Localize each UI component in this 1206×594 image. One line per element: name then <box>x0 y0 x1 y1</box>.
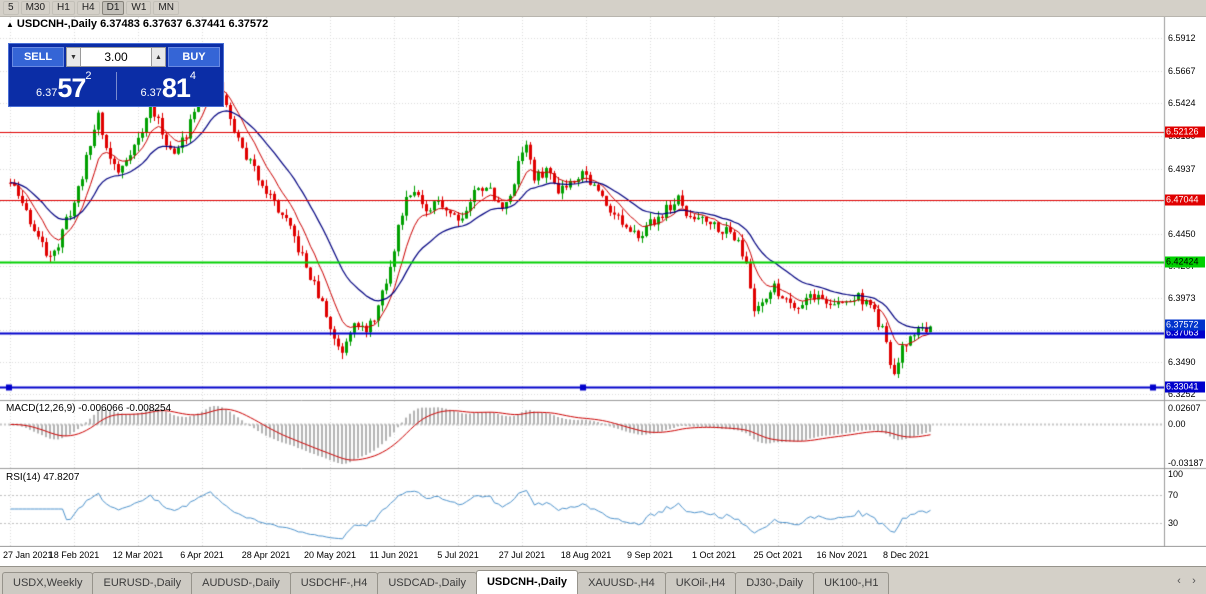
buy-price[interactable]: 6.37 81 4 <box>117 69 221 103</box>
tab-scroll-right[interactable]: › <box>1192 574 1196 587</box>
chart-title: ▲ USDCNH-,Daily 6.37483 6.37637 6.37441 6… <box>6 18 268 30</box>
chart-ohlc: 6.37483 6.37637 6.37441 6.37572 <box>100 18 269 30</box>
sell-price-small: 6.37 <box>35 87 58 99</box>
date-tick: 11 Jun 2021 <box>369 550 419 560</box>
chart-tab-usdchf-h4[interactable]: USDCHF-,H4 <box>289 572 379 594</box>
sell-price-big: 57 <box>57 73 86 103</box>
chart-tab-uk100-h1[interactable]: UK100-,H1 <box>813 572 890 594</box>
date-tick: 28 Apr 2021 <box>241 550 291 560</box>
date-tick: 25 Oct 2021 <box>753 550 803 560</box>
timeframe-button-h4[interactable]: H4 <box>76 1 100 15</box>
chart-tab-ukoil-h4[interactable]: UKOil-,H4 <box>664 572 737 594</box>
chart-tab-usdcad-daily[interactable]: USDCAD-,Daily <box>377 572 477 594</box>
chart-tab-audusd-daily[interactable]: AUDUSD-,Daily <box>191 572 291 594</box>
macd-name: MACD(12,26,9) <box>6 403 76 414</box>
price-tick: 6.5667 <box>1168 65 1196 76</box>
chart-tab-eurusd-daily[interactable]: EURUSD-,Daily <box>92 572 193 594</box>
chart-tab-usdcnh-daily[interactable]: USDCNH-,Daily <box>475 570 579 594</box>
sell-price-sup: 2 <box>85 70 92 82</box>
buy-price-big: 81 <box>161 73 191 103</box>
price-tick: 6.3252 <box>1168 389 1196 400</box>
current-price-label: 6.37572 <box>1165 319 1205 331</box>
buy-price-sup: 4 <box>189 70 197 82</box>
macd-values: -0.006066 -0.008254 <box>78 403 172 414</box>
timeframe-button-h1[interactable]: H1 <box>52 1 75 15</box>
tab-scroll-left[interactable]: ‹ <box>1177 574 1181 587</box>
volume-increase-button[interactable]: ▲ <box>151 47 166 67</box>
level-price-label: 6.33041 <box>1165 381 1205 393</box>
date-tick: 27 Jul 2021 <box>498 550 546 560</box>
chart-tab-dj30-daily[interactable]: DJ30-,Daily <box>735 572 815 594</box>
timeframe-button-m30[interactable]: M30 <box>20 1 51 15</box>
chart-symbol: USDCNH-,Daily <box>16 18 97 30</box>
time-axis: 27 Jan 2021 18 Feb 2021 12 Mar 2021 6 Apr 2… <box>0 547 1164 566</box>
level-price-label: 6.37063 <box>1165 327 1205 339</box>
chart-window: ▲ USDCNH-,Daily 6.37483 6.37637 6.37441 6… <box>0 17 1206 566</box>
price-tick: 6.5424 <box>1168 98 1196 109</box>
date-tick: 12 Mar 2021 <box>112 550 164 560</box>
buy-price-small: 6.37 <box>140 87 162 99</box>
date-tick: 18 Feb 2021 <box>48 550 100 560</box>
date-tick: 18 Aug 2021 <box>560 550 612 560</box>
volume-input[interactable]: 3.00 <box>81 47 151 67</box>
rsi-value: 47.8207 <box>43 472 80 483</box>
rsi-indicator-label: RSI(14) 47.8207 <box>6 472 79 483</box>
date-tick: 5 Jul 2021 <box>437 550 479 560</box>
date-tick: 1 Oct 2021 <box>691 550 737 560</box>
date-tick: 27 Jan 2021 <box>3 550 53 560</box>
macd-tick: 0.00 <box>1168 419 1186 430</box>
date-tick: 9 Sep 2021 <box>626 550 674 560</box>
price-tick: 6.5912 <box>1168 33 1196 43</box>
timeframe-button-5[interactable]: 5 <box>3 1 19 15</box>
rsi-tick: 70 <box>1168 490 1179 500</box>
chart-tabs-bar: USDX,Weekly EURUSD-,Daily AUDUSD-,Daily USD… <box>0 566 1206 594</box>
date-tick: 8 Dec 2021 <box>882 550 930 560</box>
level-price-label: 6.52126 <box>1165 126 1205 138</box>
one-click-trading-panel: SELL ▼ 3.00 ▲ BUY 6.37 57 2 6.37 81 4 <box>8 43 224 107</box>
chart-tab-usdx-weekly[interactable]: USDX,Weekly <box>2 572 94 594</box>
volume-decrease-button[interactable]: ▼ <box>66 47 81 67</box>
price-tick: 6.3490 <box>1168 357 1196 368</box>
level-price-label: 6.42424 <box>1165 256 1205 267</box>
collapse-arrow-icon[interactable]: ▲ <box>6 20 14 29</box>
rsi-name: RSI(14) <box>6 472 41 483</box>
price-tick: 6.4450 <box>1168 228 1196 239</box>
macd-tick: -0.03187 <box>1168 458 1204 468</box>
macd-indicator-label: MACD(12,26,9) -0.006066 -0.008254 <box>6 403 171 414</box>
date-tick: 6 Apr 2021 <box>180 550 224 560</box>
date-tick: 20 May 2021 <box>303 550 357 560</box>
timeframe-button-mn[interactable]: MN <box>153 1 179 15</box>
level-price-label: 6.47044 <box>1165 194 1205 206</box>
rsi-tick: 30 <box>1168 518 1179 528</box>
price-tick: 6.3973 <box>1168 292 1196 303</box>
rsi-tick: 100 <box>1168 469 1184 479</box>
timeframe-toolbar: 5 M30 H1 H4 D1 W1 MN <box>0 0 1206 17</box>
sell-button[interactable]: SELL <box>12 47 64 67</box>
price-divider <box>115 72 117 100</box>
volume-control: ▼ 3.00 ▲ <box>66 47 166 67</box>
date-tick: 16 Nov 2021 <box>816 550 868 560</box>
chart-tab-xauusd-h4[interactable]: XAUUSD-,H4 <box>577 572 666 594</box>
buy-button[interactable]: BUY <box>168 47 220 67</box>
macd-tick: 0.02607 <box>1168 403 1201 413</box>
price-tick: 6.4937 <box>1168 163 1196 174</box>
timeframe-button-d1[interactable]: D1 <box>101 1 125 15</box>
sell-price[interactable]: 6.37 57 2 <box>12 69 116 103</box>
timeframe-button-w1[interactable]: W1 <box>126 1 152 15</box>
